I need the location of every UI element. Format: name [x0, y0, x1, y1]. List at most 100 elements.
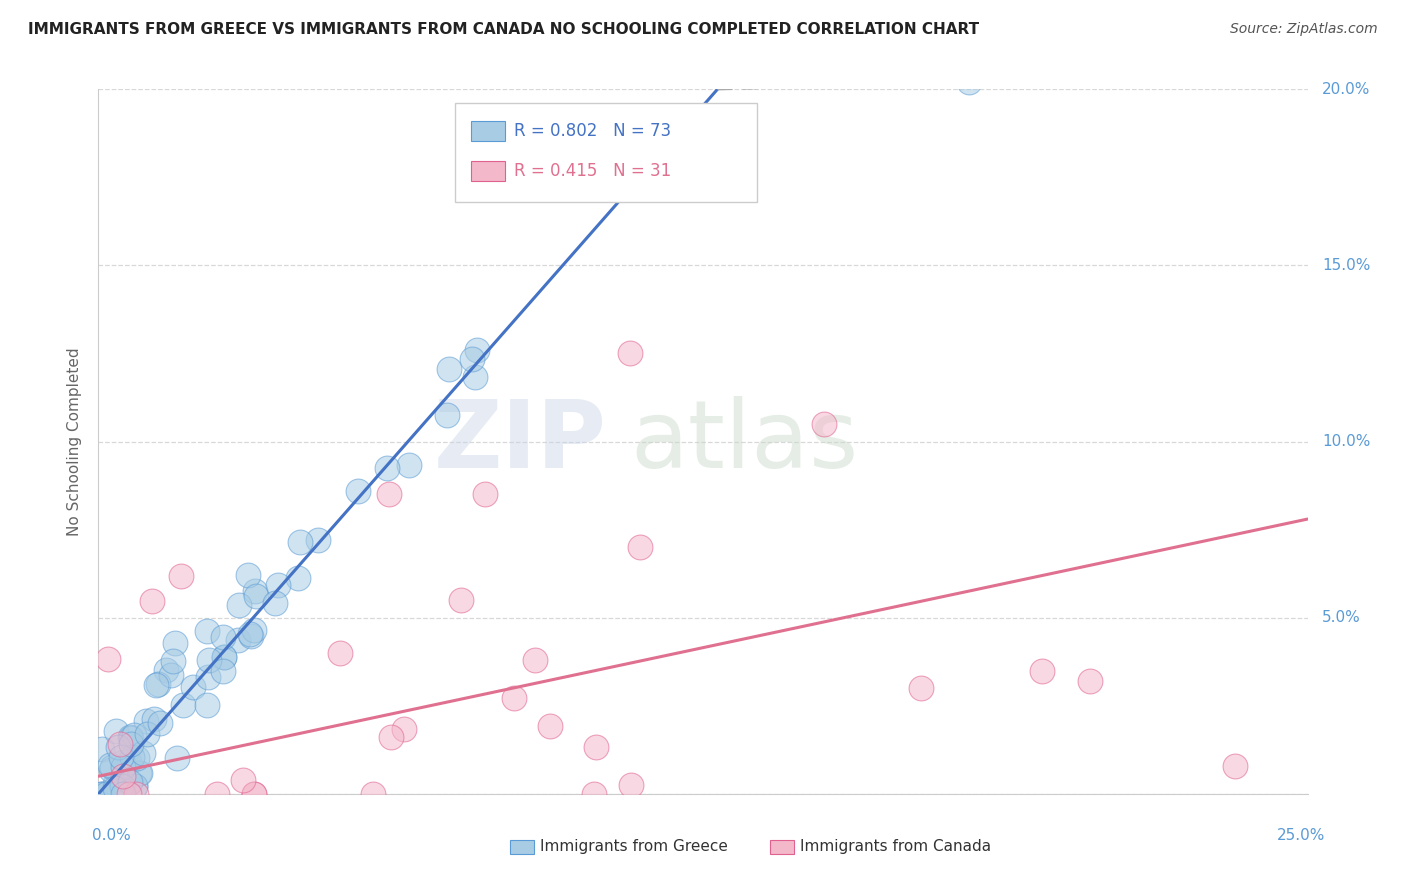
Point [502, 690, 524, 705]
Point [112, 756, 135, 770]
Point [101, 759, 124, 773]
Point [243, 623, 266, 637]
Point [104, 780, 127, 795]
Y-axis label: No Schooling Completed: No Schooling Completed [67, 347, 83, 536]
Text: ZIP: ZIP [433, 395, 606, 488]
Point [117, 756, 139, 770]
Point [619, 346, 641, 360]
Point [149, 716, 172, 731]
Point [236, 567, 259, 582]
Point [226, 633, 249, 648]
Point [212, 650, 235, 665]
Point [127, 751, 149, 765]
Point [1078, 674, 1101, 689]
Point [436, 408, 458, 422]
Point [100, 764, 122, 778]
Text: 10.0%: 10.0% [1322, 434, 1371, 449]
Point [361, 787, 384, 801]
Point [120, 731, 142, 745]
Point [125, 787, 148, 801]
Point [146, 677, 169, 691]
Point [155, 663, 177, 677]
Point [307, 533, 329, 548]
Point [162, 654, 184, 668]
Point [290, 535, 312, 549]
Point [243, 583, 266, 598]
Point [398, 458, 420, 472]
Point [195, 624, 218, 638]
Point [211, 630, 233, 644]
Point [380, 730, 402, 744]
Text: 20.0%: 20.0% [1322, 82, 1371, 96]
Point [132, 746, 155, 760]
Text: atlas: atlas [630, 395, 859, 488]
Point [111, 787, 134, 801]
Point [239, 627, 262, 641]
Point [118, 775, 141, 789]
Point [197, 653, 219, 667]
Point [100, 757, 122, 772]
Point [141, 593, 163, 607]
Point [240, 629, 263, 643]
Point [628, 540, 651, 554]
Point [450, 593, 472, 607]
Point [287, 571, 309, 585]
Point [538, 719, 561, 733]
Point [118, 731, 141, 745]
Point [121, 750, 143, 764]
Point [205, 787, 228, 801]
Point [172, 698, 194, 713]
Point [228, 598, 250, 612]
Bar [509, 839, 534, 854]
FancyBboxPatch shape [456, 103, 758, 202]
Point [124, 779, 146, 793]
Point [474, 487, 496, 501]
Point [585, 739, 607, 754]
Point [243, 787, 266, 801]
Point [195, 698, 218, 713]
Text: Source: ZipAtlas.com: Source: ZipAtlas.com [1230, 22, 1378, 37]
Point [94, 787, 117, 801]
Point [122, 728, 145, 742]
Point [129, 765, 152, 780]
Text: Immigrants from Canada: Immigrants from Canada [800, 839, 991, 855]
Point [582, 787, 605, 801]
Point [524, 653, 547, 667]
Point [212, 650, 235, 665]
Point [124, 779, 146, 793]
Text: IMMIGRANTS FROM GREECE VS IMMIGRANTS FROM CANADA NO SCHOOLING COMPLETED CORRELAT: IMMIGRANTS FROM GREECE VS IMMIGRANTS FRO… [28, 22, 979, 37]
Point [136, 726, 159, 740]
Point [245, 590, 267, 604]
Point [143, 712, 166, 726]
Point [1031, 664, 1053, 678]
Point [464, 370, 486, 384]
Bar [471, 121, 505, 141]
Point [264, 596, 287, 610]
Text: 0.0%: 0.0% [93, 828, 131, 843]
Text: 5.0%: 5.0% [1322, 610, 1361, 625]
Point [120, 737, 142, 751]
Point [111, 779, 134, 793]
Point [910, 681, 932, 696]
Text: 25.0%: 25.0% [1277, 828, 1326, 843]
Point [329, 646, 352, 660]
Text: R = 0.415   N = 31: R = 0.415 N = 31 [515, 162, 672, 180]
Point [957, 75, 980, 89]
Point [267, 578, 290, 592]
Point [197, 670, 219, 684]
Point [377, 487, 399, 501]
Point [461, 352, 484, 367]
Point [135, 714, 157, 728]
Point [346, 484, 368, 499]
Point [183, 681, 205, 695]
Bar [471, 161, 505, 181]
Point [232, 772, 254, 787]
Point [91, 787, 114, 801]
Point [117, 787, 139, 801]
Point [375, 461, 398, 475]
Point [111, 759, 134, 773]
Text: Immigrants from Greece: Immigrants from Greece [540, 839, 728, 855]
Point [243, 787, 266, 801]
Point [437, 361, 460, 376]
Point [90, 787, 112, 801]
